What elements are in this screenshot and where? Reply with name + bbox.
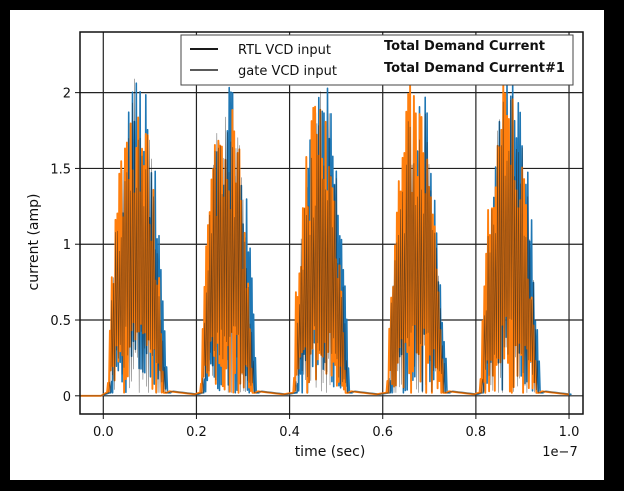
legend-label-gate: gate VCD input bbox=[238, 64, 337, 79]
plot-area: 0.0 0.2 0.4 0.6 0.8 1.0 0 0.5 1 1.5 2 bbox=[50, 31, 584, 440]
y-axis-title: current (amp) bbox=[26, 194, 42, 291]
x-tick-label: 0.2 bbox=[186, 425, 207, 440]
x-axis-title: time (sec) bbox=[295, 444, 366, 460]
y-tick-label: 1.5 bbox=[50, 162, 71, 177]
y-tick-label: 0.5 bbox=[50, 314, 71, 329]
x-tick-label: 0.8 bbox=[466, 425, 487, 440]
legend: RTL VCD input gate VCD input Total Deman… bbox=[180, 34, 574, 86]
y-tick-label: 0 bbox=[63, 390, 71, 405]
axes-frame bbox=[79, 31, 584, 415]
legend-label-total: Total Demand Current bbox=[384, 39, 545, 54]
x-axis-offset-label: 1e−7 bbox=[542, 445, 577, 460]
x-tick-label: 0.6 bbox=[372, 425, 393, 440]
x-tick-label: 0.0 bbox=[93, 425, 114, 440]
legend-label-rtl: RTL VCD input bbox=[238, 43, 331, 58]
legend-label-total-1: Total Demand Current#1 bbox=[384, 61, 565, 76]
y-axis-label: current (amp) bbox=[26, 194, 42, 291]
x-tick-label: 1.0 bbox=[559, 425, 580, 440]
x-tick-label: 0.4 bbox=[279, 425, 300, 440]
series-line-vcd-input bbox=[80, 78, 570, 397]
y-tick-label: 2 bbox=[63, 87, 71, 102]
y-tick-label: 1 bbox=[63, 238, 71, 253]
legend-box bbox=[180, 34, 574, 86]
